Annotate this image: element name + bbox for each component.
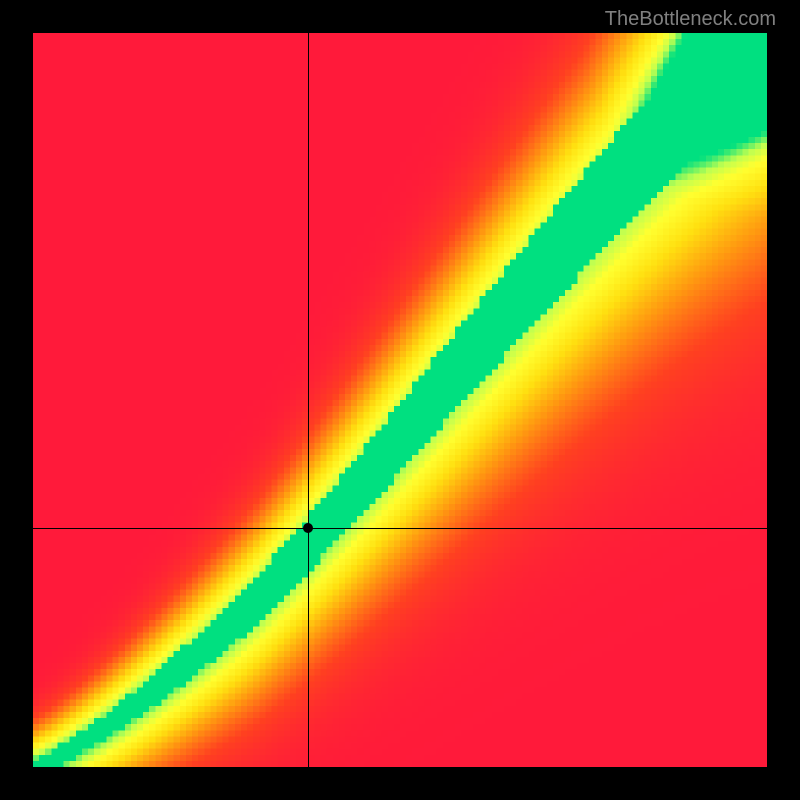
heatmap-plot (33, 33, 767, 767)
heatmap-canvas (33, 33, 767, 767)
watermark-text: TheBottleneck.com (605, 8, 776, 31)
data-point-marker (303, 523, 313, 533)
crosshair-horizontal (33, 528, 767, 529)
crosshair-vertical (308, 33, 309, 767)
